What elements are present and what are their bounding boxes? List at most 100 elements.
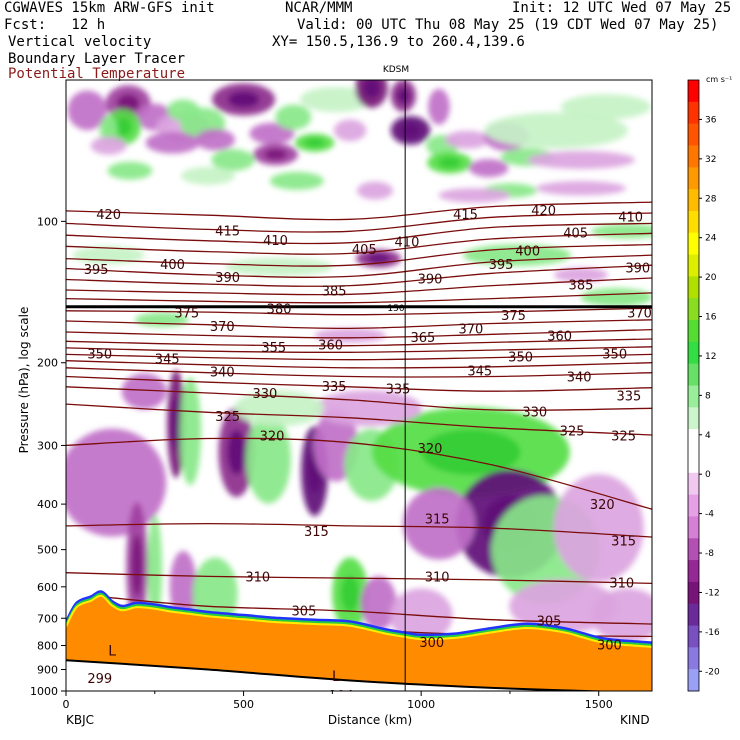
colorbar-tick-label: 28 xyxy=(705,194,717,204)
colorbar-band xyxy=(688,647,699,670)
w-cell xyxy=(234,390,325,427)
w-cell-core xyxy=(363,80,380,98)
theta-label: 420 xyxy=(96,208,121,223)
y-tick-label: 300 xyxy=(37,439,58,452)
theta-contour-390 xyxy=(66,264,652,287)
y-tick-label: 700 xyxy=(37,612,58,625)
theta-label: 385 xyxy=(322,284,347,299)
w-cell xyxy=(428,88,450,125)
theta-label: 310 xyxy=(609,576,634,591)
w-cell xyxy=(468,159,509,178)
xy-range: XY= 150.5,136.9 to 260.4,139.6 xyxy=(272,34,525,50)
valid-time: Valid: 00 UTC Thu 08 May 25 (19 CDT Wed … xyxy=(297,17,719,33)
theta-label: 305 xyxy=(292,604,317,619)
w-cell-core xyxy=(397,87,410,104)
colorbar-band xyxy=(688,167,699,190)
theta-label: 300 xyxy=(419,636,444,651)
theta-label: 315 xyxy=(425,512,450,527)
colorbar-tick-label: -20 xyxy=(705,667,720,677)
w-cell xyxy=(299,86,372,113)
colorbar-band xyxy=(688,407,699,430)
theta-label: 320 xyxy=(418,442,443,457)
low-label: L xyxy=(332,669,340,685)
w-cell-core xyxy=(438,157,461,169)
theta-label: 415 xyxy=(453,208,478,223)
theta-label: 330 xyxy=(522,405,547,420)
theta-contour-355 xyxy=(66,346,652,353)
forecast-hour: Fcst: 12 h xyxy=(4,17,106,33)
theta-contour-320 xyxy=(66,437,652,510)
theta-label: 395 xyxy=(84,263,109,278)
theta-label: 325 xyxy=(215,410,240,425)
w-cell xyxy=(179,377,202,486)
theta-label: 405 xyxy=(563,226,588,241)
theta-contour-365 xyxy=(66,328,652,339)
y-tick-label: 1000 xyxy=(30,685,58,698)
theta-contour-350 xyxy=(66,353,652,361)
colorbar-tick-label: 20 xyxy=(705,273,717,283)
colorbar-band xyxy=(688,254,699,277)
org-label: NCAR/MMM xyxy=(285,0,353,16)
theta-label: 350 xyxy=(508,351,533,366)
x-tick-label: 1500 xyxy=(585,698,613,711)
colorbar-band xyxy=(688,210,699,234)
theta-label: 370 xyxy=(458,323,483,338)
w-cell xyxy=(484,112,629,149)
w-cell-core xyxy=(113,118,132,137)
theta-label: 395 xyxy=(489,258,514,273)
bl-edge-yellow xyxy=(66,594,652,648)
colorbar: 36 32 28 24 20 16 12 8 4 0 -4 -8 -12 -16 -20 xyxy=(687,79,720,692)
theta-contour-415 xyxy=(66,212,652,233)
theta-label: 390 xyxy=(418,273,443,288)
theta-label: 294 xyxy=(329,689,354,704)
w-cell xyxy=(580,288,652,307)
theta-contour-310 xyxy=(66,572,652,585)
theta-label: 320 xyxy=(260,429,285,444)
colorbar-band xyxy=(688,494,699,517)
colorbar-tick-label: -8 xyxy=(705,549,714,559)
w-cell-core xyxy=(227,91,260,108)
theta-label: 390 xyxy=(215,271,240,286)
w-cell xyxy=(121,373,167,410)
theta-contour-330 xyxy=(66,386,652,411)
ground-line xyxy=(66,659,618,691)
theta-contour-410 xyxy=(66,222,652,245)
theta-label: 415 xyxy=(215,224,240,239)
w-cell-core xyxy=(421,429,521,475)
vertical-velocity-shading xyxy=(66,80,652,643)
colorbar-band xyxy=(688,189,699,212)
w-cell xyxy=(553,267,608,283)
station-marker-label: KDSM xyxy=(383,65,409,75)
colorbar-tick-label: -4 xyxy=(705,510,714,520)
theta-label: 385 xyxy=(569,279,594,294)
w-cell xyxy=(360,576,397,631)
colorbar-band xyxy=(688,145,699,168)
colorbar-band xyxy=(688,669,699,692)
w-cell xyxy=(591,588,652,643)
w-cell xyxy=(107,161,153,180)
w-cell-core xyxy=(171,396,181,451)
model-title: CGWAVES 15km ARW-GFS init xyxy=(4,0,215,16)
w-cell xyxy=(438,188,511,203)
colorbar-tick-label: 24 xyxy=(705,234,717,244)
colorbar-band xyxy=(688,298,699,321)
w-cell xyxy=(314,328,387,343)
left-endpoint-label: KBJC xyxy=(66,713,94,727)
bl-edge-green xyxy=(66,592,652,646)
x-tick-label: 500 xyxy=(233,698,254,711)
w-cell-core xyxy=(304,138,325,148)
y-tick-label: 600 xyxy=(37,581,58,594)
theta-label: 310 xyxy=(425,570,450,585)
colorbar-band xyxy=(688,450,699,474)
colorbar-band xyxy=(688,80,699,103)
w-cell xyxy=(535,181,626,196)
w-cell xyxy=(245,413,291,504)
theta-label: 410 xyxy=(618,210,643,225)
theta-label: 315 xyxy=(304,525,329,540)
axes: 0 500 1000 1500 100 200 300 400 500 600 700 800 900 1… xyxy=(30,215,613,711)
theta-label: 380 xyxy=(267,302,292,317)
theta-contour-360 xyxy=(66,338,652,347)
theta-label: 330 xyxy=(252,387,277,402)
theta-label: 335 xyxy=(617,390,642,405)
